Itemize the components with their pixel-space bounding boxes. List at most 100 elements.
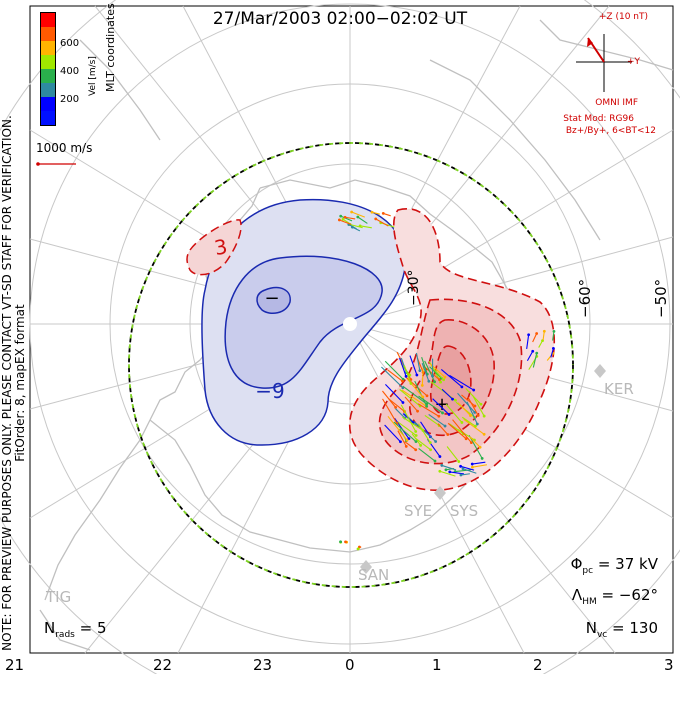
velocity-vector-origin [382, 212, 385, 215]
velocity-vector-origin [405, 445, 408, 448]
velocity-vector-origin [421, 429, 424, 432]
velocity-vector-origin [471, 463, 474, 466]
mlt-tick-3: 3 [664, 656, 674, 674]
velocity-vector-origin [410, 382, 413, 385]
velocity-vector-origin [427, 380, 430, 383]
map-title: 27/Mar/2003 02:00−02:02 UT [0, 9, 680, 29]
velocity-vector-origin [401, 386, 404, 389]
velocity-vector-origin [425, 405, 428, 408]
velocity-vector-origin [454, 399, 457, 402]
velocity-vector-origin [483, 415, 486, 418]
lat-label-50: −50° [652, 279, 670, 318]
velocity-vector-origin [401, 380, 404, 383]
site-tig: TIG [46, 588, 71, 606]
pole-marker [343, 317, 357, 331]
preview-note: NOTE: FOR PREVIEW PURPOSES ONLY. PLEASE … [1, 63, 27, 703]
velocity-vector-origin [445, 468, 448, 471]
velocity-vector-origin [459, 465, 462, 468]
site-sye: SYE [404, 502, 432, 520]
velocity-vector-origin [527, 333, 530, 336]
stat-model: Stat Mod: RG96 [563, 114, 634, 124]
velocity-vector-origin [434, 460, 437, 463]
velocity-vector-origin [414, 448, 417, 451]
velocity-vector-origin [342, 218, 345, 221]
mlt-tick-23: 23 [253, 656, 272, 674]
velocity-vector-origin [444, 425, 447, 428]
mlt-tick-21: 21 [5, 656, 24, 674]
n-radars: Nrads = 5 [44, 619, 107, 640]
velocity-vector-origin [438, 470, 441, 473]
velocity-vector-origin [462, 467, 465, 470]
velocity-vector-origin [448, 413, 451, 416]
velocity-vector-origin [552, 347, 555, 350]
velocity-vector-origin [451, 398, 454, 401]
velocity-vector-origin [402, 401, 405, 404]
velocity-vector-origin [535, 352, 538, 355]
mlt-tick-22: 22 [153, 656, 172, 674]
velocity-vector-origin [356, 216, 359, 219]
velocity-vector-origin [446, 433, 449, 436]
site-ker: KER [604, 380, 634, 398]
mlt-tick-1: 1 [432, 656, 442, 674]
velocity-vector-origin [442, 378, 445, 381]
velocity-vector-origin [439, 381, 442, 384]
velocity-vector-origin [472, 389, 475, 392]
velocity-vector-origin [469, 414, 472, 417]
velocity-vector-origin [460, 385, 463, 388]
velocity-vector-origin [426, 394, 429, 397]
velocity-vector-origin [441, 412, 444, 415]
velocity-vector-origin [421, 384, 424, 387]
lat-label-inner: −30° [406, 269, 422, 306]
imf-bz-label: +Z (10 nT) [599, 12, 648, 22]
n-vectors: Nvc = 130 [586, 619, 658, 640]
velocity-vector-origin [431, 375, 434, 378]
velocity-vector-origin [357, 548, 360, 551]
coordinate-system-label: MLT coordinates [104, 3, 117, 92]
velocity-vector-origin [350, 211, 353, 214]
velocity-vector-origin [405, 375, 408, 378]
min-potential-marker: − [264, 288, 279, 309]
velocity-vector-origin [434, 440, 437, 443]
hm-latitude: ΛHM = −62° [572, 586, 658, 607]
velocity-vector-origin [479, 446, 482, 449]
site-sys: SYS [450, 502, 478, 520]
velocity-vector-origin [531, 350, 534, 353]
velocity-vector-origin [414, 430, 417, 433]
velocity-vector-origin [470, 441, 473, 444]
mlt-tick-2: 2 [533, 656, 543, 674]
imf-condition: Bz+/By+, 6<BT<12 [566, 126, 656, 136]
velocity-vector-origin [371, 211, 374, 214]
colorbar-tick-400: 400 [60, 66, 79, 77]
velocity-vector-origin [437, 415, 440, 418]
velocity-vector-origin [344, 540, 347, 543]
velocity-vector-origin [535, 332, 538, 335]
velocity-vector-origin [476, 423, 479, 426]
velocity-vector-origin [460, 421, 463, 424]
colorbar-tick-600: 600 [60, 38, 79, 49]
velocity-vector-origin [457, 460, 460, 463]
velocity-vector-origin [415, 434, 418, 437]
velocity-vector-origin [338, 219, 341, 222]
velocity-vector-origin [429, 448, 432, 451]
velocity-vector-origin [474, 405, 477, 408]
velocity-colorbar [40, 12, 56, 126]
velocity-vector-origin [477, 414, 480, 417]
imf-by-label: +Y [627, 57, 640, 67]
cross-polar-cap-potential: Φpc = 37 kV [571, 555, 658, 576]
velocity-vector-origin [418, 369, 421, 372]
velocity-vector-origin [483, 433, 486, 436]
velocity-vector-origin [339, 540, 342, 543]
velocity-vector-origin [474, 425, 477, 428]
velocity-vector-origin [415, 440, 418, 443]
velocity-vector-origin [394, 406, 397, 409]
velocity-vector-origin [339, 215, 342, 218]
mlt-tick-0: 0 [345, 656, 355, 674]
lat-label-60: −60° [576, 279, 594, 318]
imf-clock-dial [576, 34, 632, 92]
velocity-vector-origin [408, 374, 411, 377]
reference-vector-label: 1000 m/s [36, 141, 92, 155]
velocity-vector-origin [406, 439, 409, 442]
velocity-vector-origin [359, 224, 362, 227]
velocity-vector-origin [553, 330, 556, 333]
velocity-vector-origin [448, 470, 451, 473]
